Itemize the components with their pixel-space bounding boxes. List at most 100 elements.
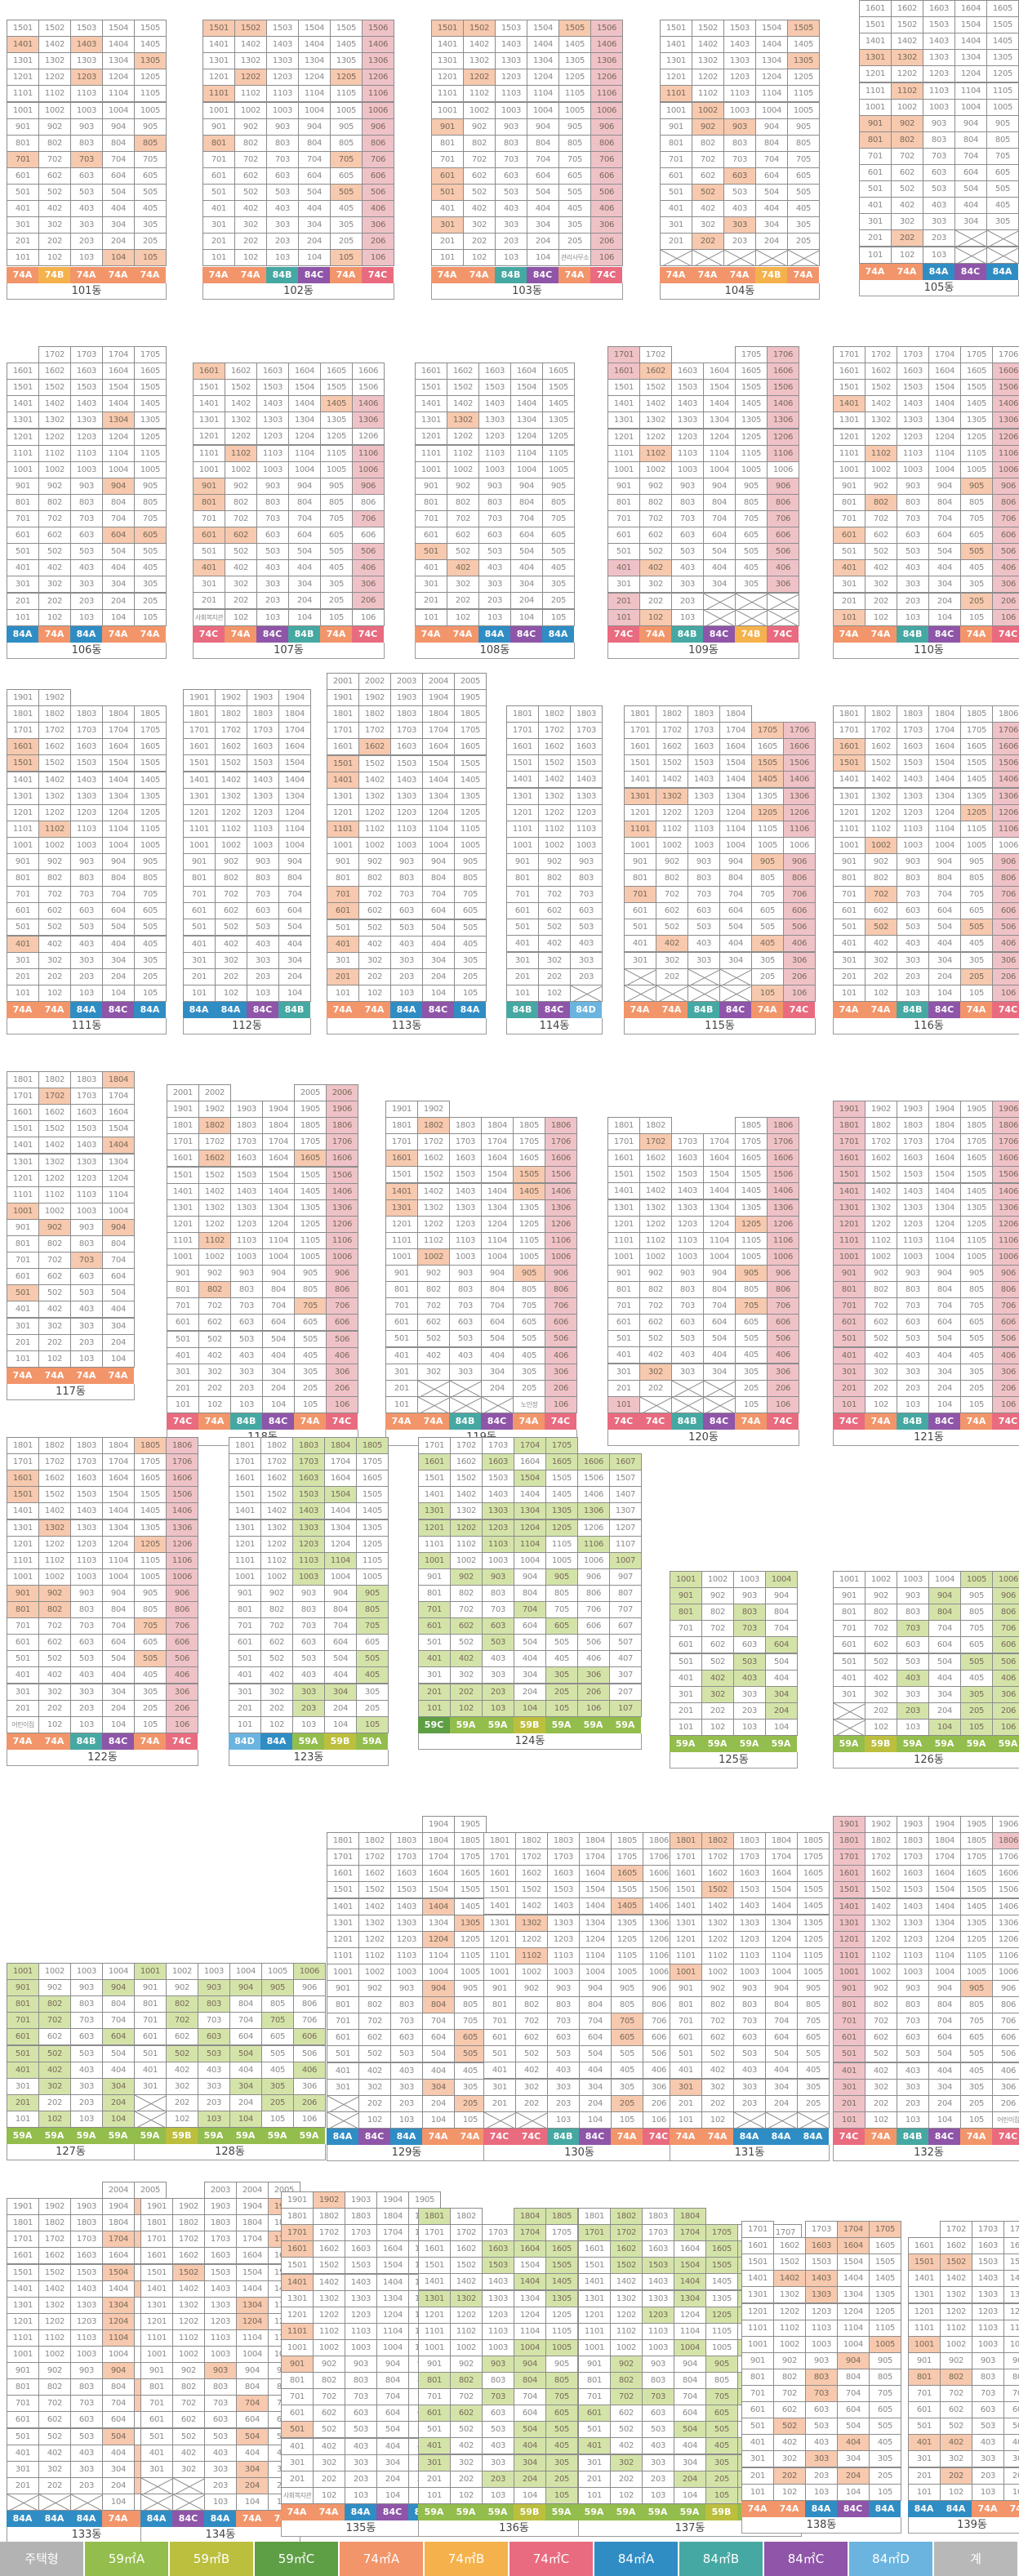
unit-101: 101 — [431, 249, 464, 267]
unit-203: 203 — [70, 1699, 103, 1717]
unit-603: 603 — [292, 1634, 325, 1652]
unit-1402: 1402 — [38, 36, 71, 54]
unit-102: 102 — [38, 608, 71, 626]
unit-603: 603 — [671, 527, 704, 545]
unit-503: 503 — [204, 2427, 237, 2445]
unit-401: 401 — [167, 1346, 199, 1364]
unit-1103: 1103 — [687, 820, 720, 838]
unit-1203: 1203 — [230, 1215, 263, 1233]
unit-1305: 1305 — [735, 412, 768, 429]
unit-1606: 1606 — [326, 1150, 358, 1168]
unit-1606: 1606 — [767, 1150, 799, 1168]
unit-305: 305 — [960, 951, 993, 969]
building-name: 131동 — [670, 2144, 830, 2161]
unit-801: 801 — [134, 1995, 167, 2013]
unit-1005: 1005 — [960, 1571, 993, 1589]
unit-703: 703 — [923, 147, 955, 165]
unit-1002: 1002 — [417, 1248, 450, 1266]
unit-1002: 1002 — [234, 101, 267, 119]
unit-503: 503 — [266, 184, 299, 202]
unit-1102: 1102 — [865, 1946, 897, 1964]
unit-805: 805 — [960, 870, 993, 888]
unit-102: 102 — [639, 608, 672, 626]
unit-1606: 1606 — [577, 1453, 610, 1471]
unit-707: 707 — [609, 1601, 642, 1619]
unit-205: 205 — [545, 1683, 578, 1701]
unit-1004: 1004 — [954, 98, 987, 116]
unit-1001: 1001 — [202, 101, 235, 119]
unit-603: 603 — [478, 527, 511, 545]
unit-206: 206 — [362, 233, 394, 251]
unit-1206: 1206 — [767, 428, 799, 446]
unit-1504: 1504 — [481, 1166, 514, 1184]
unit-802: 802 — [215, 870, 247, 888]
unit-1202: 1202 — [940, 2302, 972, 2320]
unit-1602: 1602 — [358, 738, 391, 756]
unit-1605: 1605 — [134, 1470, 167, 1488]
unit-803: 803 — [204, 2378, 237, 2396]
unit-703: 703 — [897, 1297, 929, 1315]
unit-805: 805 — [611, 1996, 643, 2014]
unit-1405: 1405 — [960, 1182, 993, 1200]
unit-404: 404 — [229, 2061, 262, 2079]
unit-1101: 1101 — [418, 1535, 451, 1553]
unit-406: 406 — [783, 935, 816, 953]
unit-type-bar: 74A 74A 84B 84C 74A 74C — [431, 266, 623, 283]
unit-1503: 1503 — [204, 2263, 237, 2281]
unit-1601: 1601 — [7, 1104, 39, 1122]
unit-1005: 1005 — [960, 460, 993, 478]
unit-903: 903 — [70, 1218, 103, 1236]
unit-205: 205 — [513, 1379, 545, 1397]
unit-601: 601 — [202, 167, 235, 185]
unit-1206: 1206 — [577, 1519, 610, 1537]
unit-403: 403 — [482, 2437, 514, 2455]
unit-205: 205 — [545, 2470, 578, 2488]
unit-type-74A: 74A — [431, 266, 464, 283]
unit-1604: 1604 — [102, 1470, 135, 1488]
unit-1006: 1006 — [545, 1248, 577, 1266]
unit-603: 603 — [70, 167, 103, 185]
unit-704: 704 — [928, 1297, 961, 1315]
unit-1301: 1301 — [506, 787, 539, 805]
unit-605: 605 — [134, 1634, 167, 1652]
unit-405: 405 — [960, 1669, 993, 1687]
unit-403: 403 — [547, 2062, 580, 2080]
unit-903: 903 — [723, 118, 756, 136]
unit-1506: 1506 — [545, 1166, 577, 1184]
unit-305: 305 — [542, 576, 575, 594]
unit-603: 603 — [70, 1634, 103, 1652]
unit-803: 803 — [482, 2372, 514, 2390]
unit-type-84A: 84A — [345, 2503, 377, 2520]
unit-504: 504 — [928, 1330, 961, 1348]
unit-1505: 1505 — [545, 2257, 578, 2275]
unit-402: 402 — [865, 559, 897, 577]
unit-703: 703 — [230, 1297, 263, 1315]
unit-1402: 1402 — [515, 1898, 548, 1915]
unit-1301: 1301 — [833, 412, 865, 429]
unit-1402: 1402 — [447, 395, 479, 413]
unit-1503: 1503 — [70, 20, 103, 38]
unit-105: 105 — [134, 249, 167, 267]
unit-1004: 1004 — [765, 1963, 798, 1981]
unit-302: 302 — [358, 951, 391, 969]
unit-1504: 1504 — [765, 1881, 798, 1899]
unit-604: 604 — [954, 164, 987, 182]
unit-1005: 1005 — [454, 837, 487, 855]
unit-406: 406 — [992, 2062, 1019, 2080]
unit-802: 802 — [260, 1601, 293, 1619]
unit-1904: 1904 — [422, 689, 455, 707]
unit-402: 402 — [515, 2062, 548, 2080]
unit-1203: 1203 — [482, 2306, 514, 2324]
unit-1703: 1703 — [70, 346, 103, 364]
unit-603: 603 — [547, 2029, 580, 2047]
unit-1304: 1304 — [236, 2296, 269, 2314]
unit-302: 302 — [38, 1683, 71, 1701]
unit-404: 404 — [954, 197, 987, 215]
unit-201: 201 — [483, 2094, 516, 2112]
unit-103: 103 — [198, 2110, 230, 2128]
unit-306: 306 — [166, 1683, 198, 1701]
unit-802: 802 — [701, 1996, 734, 2014]
unit-1006: 1006 — [992, 1571, 1019, 1589]
unit-804: 804 — [102, 134, 135, 152]
unit-705: 705 — [558, 150, 591, 168]
